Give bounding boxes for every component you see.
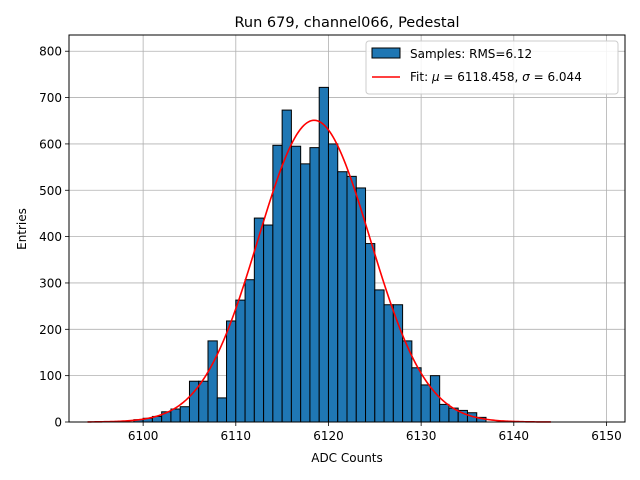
y-tick-label: 700 (39, 91, 62, 105)
histogram-bar (355, 187, 367, 423)
histogram-bar (179, 406, 190, 423)
legend-fit-label: Fit: μ = 6118.458, σ = 6.044 (410, 70, 582, 84)
x-tick-label: 6150 (591, 429, 622, 443)
legend-histogram-swatch (371, 47, 401, 59)
histogram-bar (235, 299, 246, 423)
y-tick-label: 800 (39, 45, 62, 59)
legend-mu-equals: = (440, 70, 458, 84)
histogram-bar (411, 367, 422, 423)
histogram-bar (216, 397, 228, 423)
histogram-bar (244, 279, 255, 423)
histogram-bar (420, 384, 431, 423)
chart-title: Run 679, channel066, Pedestal (234, 15, 459, 31)
y-tick-label: 100 (39, 369, 62, 383)
histogram-bar (207, 340, 218, 423)
legend-box (365, 40, 619, 95)
histogram-bar (309, 147, 320, 423)
histogram-bar (383, 304, 394, 423)
legend: Samples: RMS=6.12 Fit: μ = 6118.458, σ =… (365, 40, 619, 95)
y-tick-label: 600 (39, 137, 62, 151)
x-tick-label: 6140 (499, 429, 530, 443)
x-tick-label: 6130 (406, 429, 437, 443)
y-tick-label: 300 (39, 276, 62, 290)
histogram-bar (327, 143, 339, 423)
histogram-bar (198, 380, 209, 423)
histogram-bars (133, 86, 487, 423)
histogram-bar (318, 86, 329, 423)
plot-frame (68, 34, 626, 423)
x-tick-label: 6100 (128, 429, 159, 443)
y-tick-label: 500 (39, 184, 62, 198)
x-axis-label: ADC Counts (311, 451, 383, 465)
histogram-bar (337, 171, 348, 423)
histogram-bar (263, 224, 274, 423)
legend-sigma-equals: = (530, 70, 548, 84)
fit-curve (87, 119, 551, 423)
legend-mu-value: 6118.458 (457, 70, 514, 84)
histogram-bar (300, 163, 311, 423)
x-tick-label: 6110 (221, 429, 252, 443)
axis-ticks: 6100 6110 6120 6130 6140 6150 0 100 200 300 400 500… (39, 45, 622, 443)
histogram-bar (226, 320, 237, 423)
legend-histogram-label: Samples: RMS=6.12 (410, 47, 532, 61)
y-tick-label: 200 (39, 323, 62, 337)
histogram-bar (374, 289, 385, 423)
histogram-bar (439, 403, 450, 423)
histogram-bar (429, 375, 441, 423)
legend-sigma-symbol: σ (522, 70, 530, 84)
histogram-bar (290, 145, 302, 423)
histogram-bar (281, 109, 292, 423)
y-tick-label: 400 (39, 230, 62, 244)
histogram-bar (170, 408, 181, 423)
legend-mu-symbol: μ (431, 70, 440, 84)
y-tick-label: 0 (54, 416, 62, 430)
legend-sigma-value: 6.044 (547, 70, 581, 84)
y-axis-label: Entries (15, 208, 29, 250)
x-tick-label: 6120 (313, 429, 344, 443)
legend-separator: , (515, 70, 523, 84)
legend-fit-prefix: Fit: (410, 70, 432, 84)
histogram-bar (365, 243, 376, 423)
histogram-bar (346, 175, 357, 423)
